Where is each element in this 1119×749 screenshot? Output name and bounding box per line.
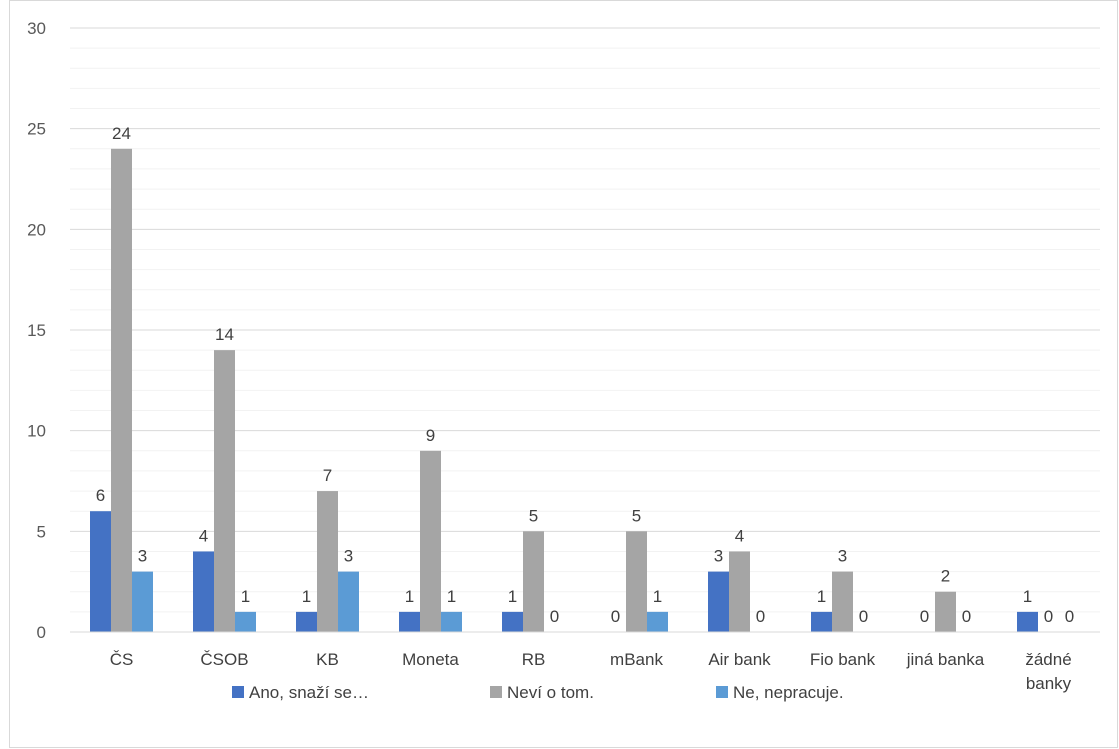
legend-item: Neví o tom. [490,683,594,702]
y-tick-label: 20 [27,220,46,239]
y-tick-label: 5 [37,522,46,541]
data-label: 14 [215,325,234,344]
x-tick-label: ČSOB [200,650,248,669]
data-label: 1 [302,587,311,606]
bar [647,611,668,632]
data-label: 3 [344,547,353,566]
legend-swatch [490,686,502,698]
data-label: 1 [241,587,250,606]
data-label: 4 [199,526,208,545]
bar [935,591,956,632]
bars [90,148,1038,633]
y-tick-label: 15 [27,321,46,340]
legend-label: Ano, snaží se… [249,683,369,702]
bar [523,531,544,632]
data-label: 3 [714,547,723,566]
y-axis: 0 5 10 15 20 25 30 [27,19,46,642]
x-tick-label: Moneta [402,650,459,669]
data-label: 7 [323,466,332,485]
bar [626,531,647,632]
gridlines [70,27,1100,613]
x-tick-label: Air bank [708,650,771,669]
legend: Ano, snaží se… Neví o tom. Ne, nepracuje. [232,683,844,702]
x-tick-label: mBank [610,650,663,669]
legend-label: Ne, nepracuje. [733,683,844,702]
data-label: 0 [611,607,620,626]
x-tick-label: žádné banky [1025,650,1071,693]
y-tick-label: 30 [27,19,46,38]
legend-swatch [232,686,244,698]
data-label: 0 [920,607,929,626]
legend-item: Ano, snaží se… [232,683,369,702]
y-tick-label: 25 [27,120,46,139]
y-tick-label: 10 [27,422,46,441]
data-label: 0 [1044,607,1053,626]
data-label: 1 [653,587,662,606]
data-label: 0 [756,607,765,626]
data-label: 5 [632,506,641,525]
x-tick-label: ČS [110,650,134,669]
data-label: 3 [138,547,147,566]
bar [90,511,111,632]
bar [502,611,523,632]
x-tick-label: jiná banka [906,650,985,669]
bar [729,551,750,632]
y-tick-label: 0 [37,623,46,642]
x-tick-label: RB [522,650,546,669]
bar [132,571,153,632]
bar [420,450,441,632]
bar [441,611,462,632]
data-label: 24 [112,124,131,143]
x-axis: ČS ČSOB KB Moneta RB mBank Air bank Fio bank jin… [70,631,1100,693]
data-label: 0 [550,607,559,626]
bar [193,551,214,632]
data-label: 0 [1065,607,1074,626]
bar [235,611,256,632]
bar [296,611,317,632]
data-label: 4 [735,526,744,545]
chart-border [9,0,1118,748]
legend-label: Neví o tom. [507,683,594,702]
bar [214,350,235,632]
data-label: 5 [529,506,538,525]
data-label: 1 [405,587,414,606]
data-label: 1 [1023,587,1032,606]
data-label: 1 [508,587,517,606]
bar [111,148,132,633]
data-label: 0 [859,607,868,626]
x-tick-label: KB [316,650,339,669]
data-label: 1 [447,587,456,606]
bar [811,611,832,632]
data-label: 0 [962,607,971,626]
bar [708,571,729,632]
data-label: 9 [426,426,435,445]
data-label: 6 [96,486,105,505]
legend-swatch [716,686,728,698]
data-label: 2 [941,567,950,586]
bar [1017,611,1038,632]
data-label: 1 [817,587,826,606]
bar [338,571,359,632]
legend-item: Ne, nepracuje. [716,683,844,702]
bar [832,571,853,632]
data-label: 3 [838,547,847,566]
bar [399,611,420,632]
bar [317,491,338,632]
x-tick-label: Fio bank [810,650,876,669]
